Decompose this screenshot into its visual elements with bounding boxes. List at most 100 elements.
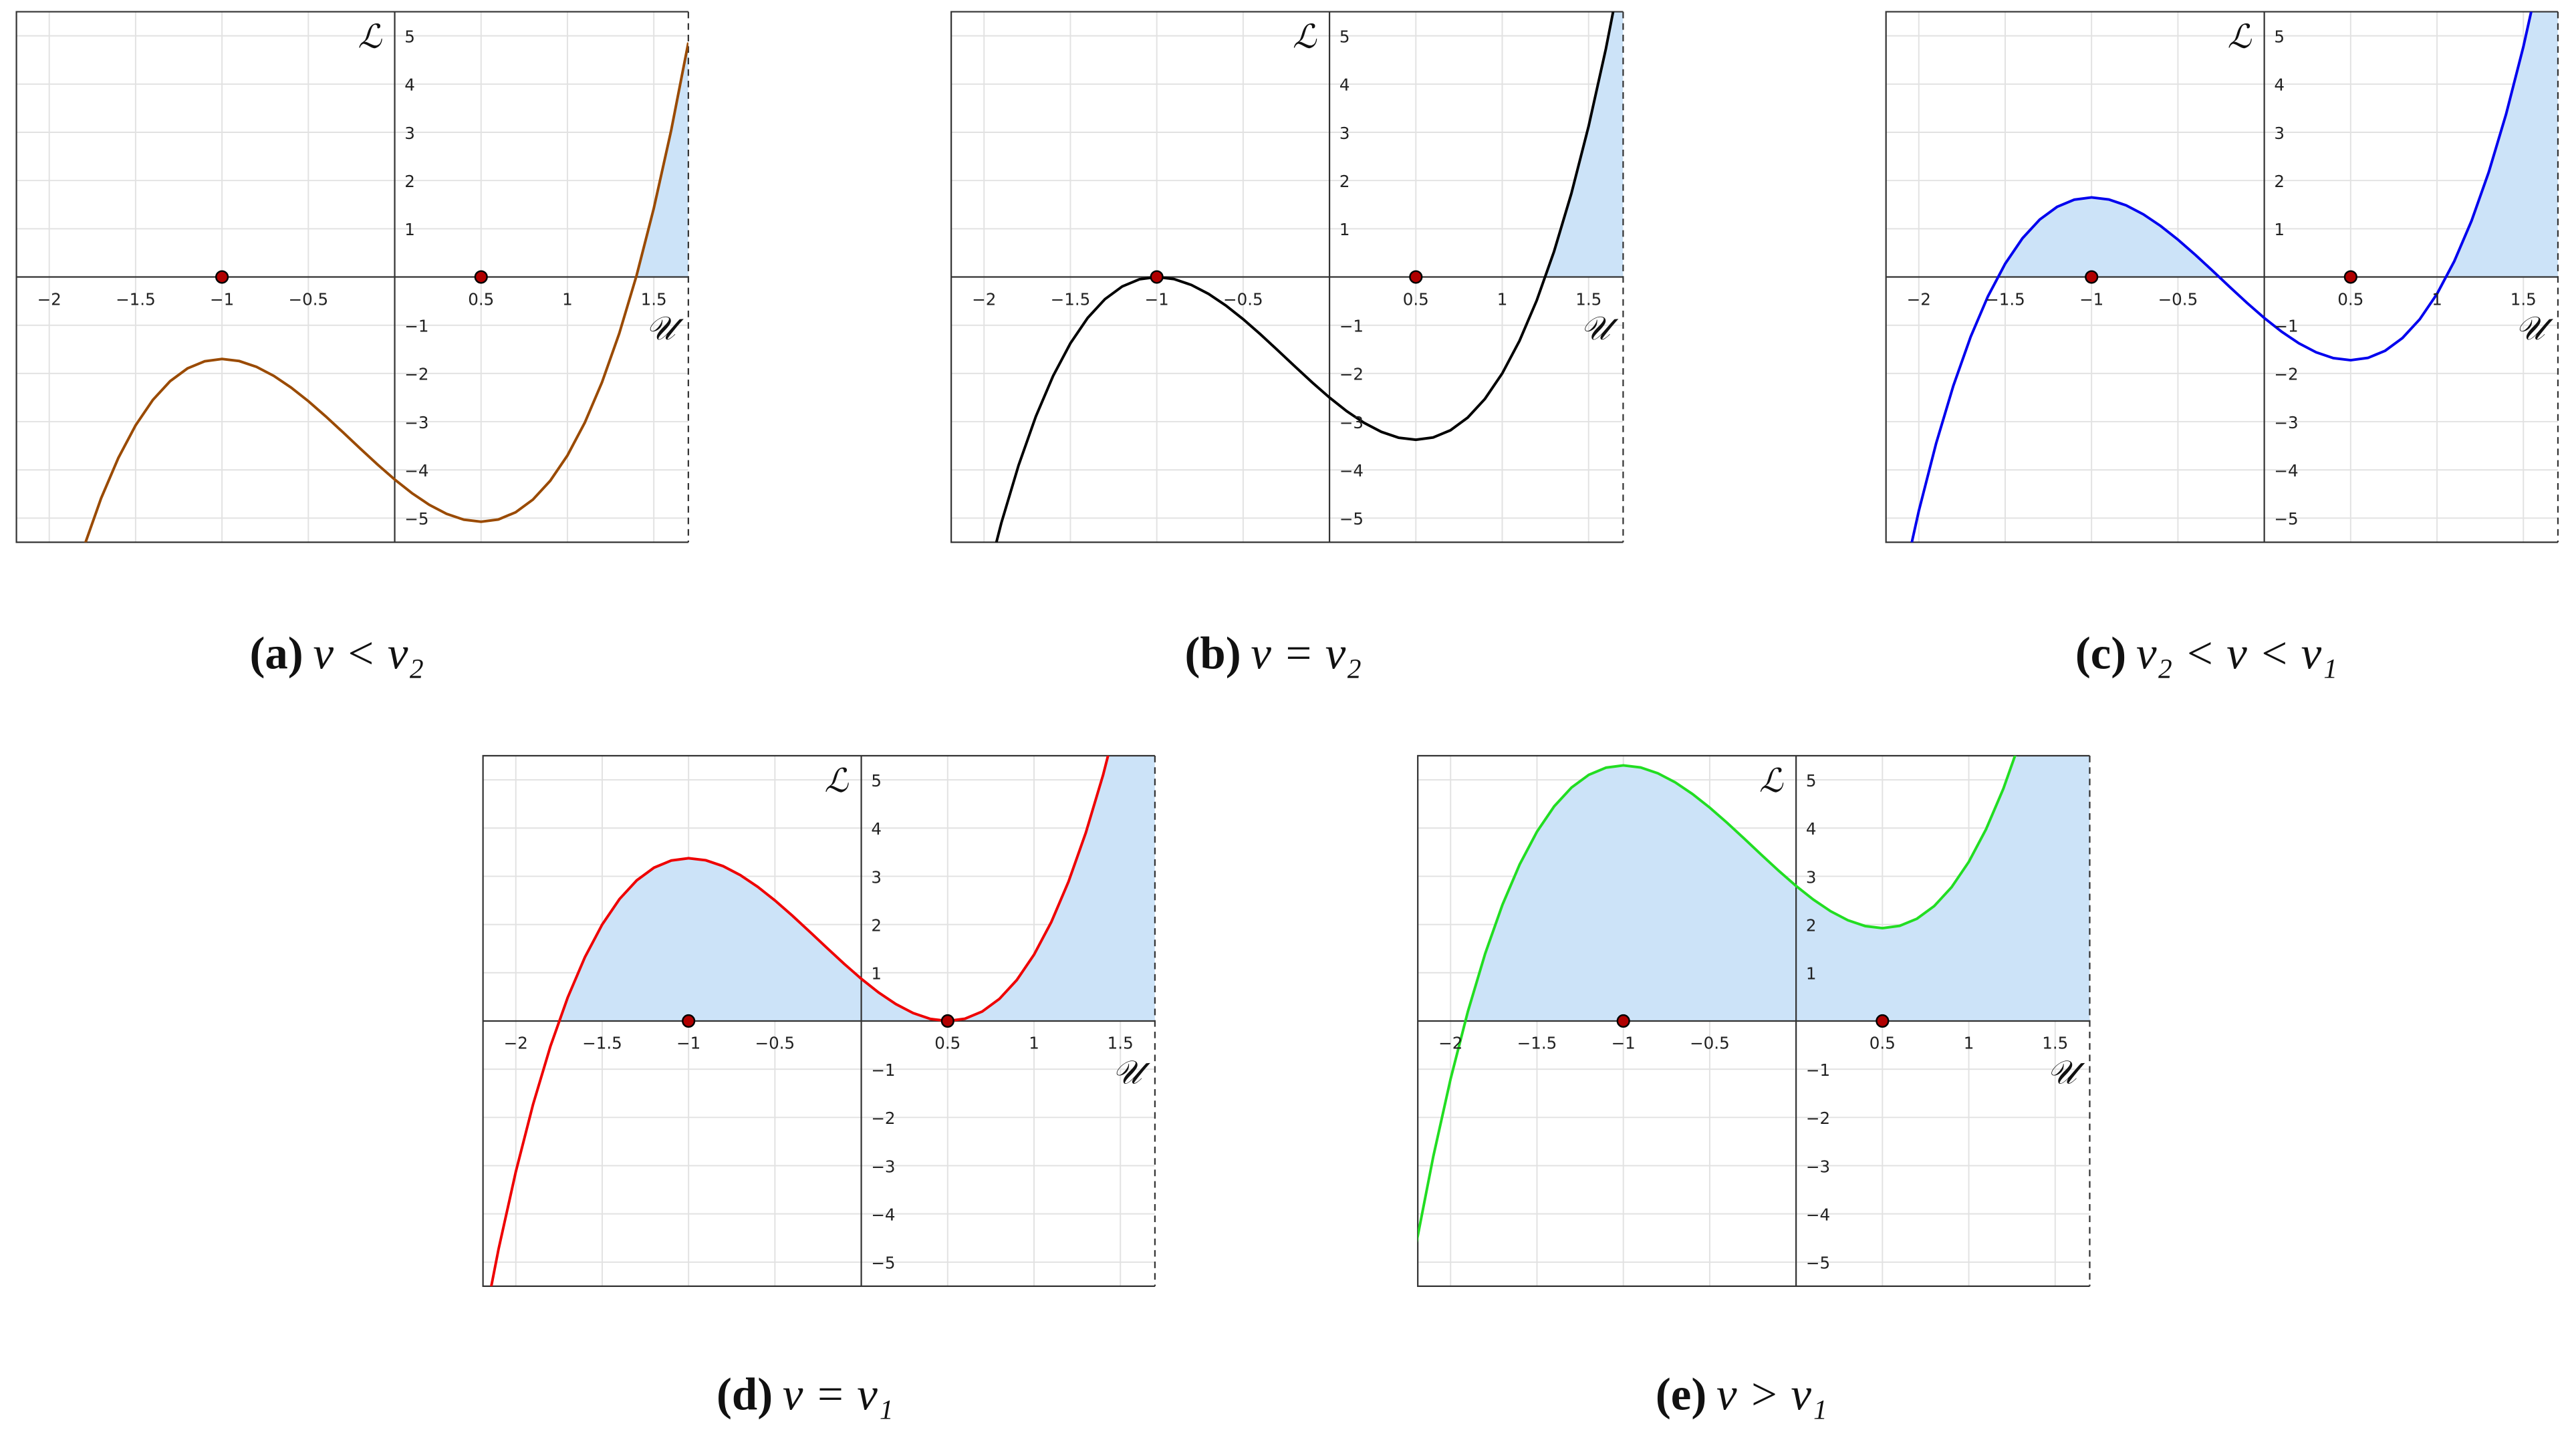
caption-text: v > v₁	[1716, 1368, 1827, 1419]
area-clip	[1886, 11, 2558, 277]
area-clip	[1418, 756, 2090, 1021]
y-tick-label: −2	[2274, 365, 2298, 384]
caption-label: (d)	[717, 1368, 773, 1419]
y-tick-label: −5	[1806, 1254, 1830, 1273]
area	[483, 756, 1155, 1021]
x-tick-label: −1	[1145, 289, 1169, 309]
area	[1886, 11, 2558, 277]
x-axis-label: 𝒰	[2515, 309, 2553, 347]
area-group	[483, 756, 1155, 1021]
y-tick-label: 2	[1806, 915, 1817, 935]
y-tick-label: −1	[1806, 1060, 1830, 1080]
area-group	[1418, 756, 2090, 1021]
x-axis-label: 𝒰	[1581, 309, 1619, 347]
y-tick-label: 1	[1806, 964, 1817, 984]
x-tick-label: −1.5	[582, 1034, 622, 1053]
y-axis-label: ℒ	[1759, 761, 1784, 800]
y-tick-label: −4	[1806, 1205, 1830, 1224]
x-tick-label: 0.5	[1870, 1034, 1896, 1053]
x-tick-label: 0.5	[468, 289, 494, 309]
y-tick-label: 5	[2274, 27, 2285, 46]
curve	[1418, 756, 2017, 1243]
x-tick-label: −1	[2079, 289, 2103, 309]
critical-point	[474, 270, 488, 284]
y-axis-label: ℒ	[2228, 17, 2252, 56]
panel: −2 −1.5 −1 −0.5 0.5 1 1.5 −5 −4 −3 −2 −1 1 2 3 4 5 ℒ 𝒰 (d) v…	[482, 754, 1156, 1419]
area-group	[1886, 11, 2558, 277]
caption-label: (e)	[1656, 1368, 1706, 1419]
y-tick-label: −3	[1806, 1157, 1830, 1176]
y-tick-label: −1	[1339, 317, 1364, 336]
x-tick-label: 1	[1029, 1034, 1039, 1053]
x-tick-label: −0.5	[755, 1034, 795, 1053]
curve	[84, 42, 688, 543]
panel: −2 −1.5 −1 −0.5 0.5 1 1.5 −5 −4 −3 −2 −1 1 2 3 4 5 ℒ 𝒰 (b) v…	[950, 11, 1624, 679]
y-tick-label: −4	[2274, 461, 2298, 480]
x-tick-label: 1.5	[1108, 1034, 1134, 1053]
caption-text: v < v₂	[313, 628, 424, 679]
x-tick-label: −1	[676, 1034, 700, 1053]
x-tick-label: 0.5	[2337, 289, 2363, 309]
y-tick-label: −4	[871, 1205, 895, 1224]
y-axis-label: ℒ	[358, 17, 382, 56]
curve	[995, 11, 1615, 543]
x-tick-label: −0.5	[1690, 1034, 1730, 1053]
x-axis-label: 𝒰	[2047, 1052, 2085, 1091]
y-tick-label: 3	[2274, 124, 2285, 143]
critical-point	[215, 270, 229, 284]
y-tick-label: 4	[871, 819, 882, 839]
y-tick-label: 3	[1806, 867, 1817, 887]
y-tick-label: −1	[404, 317, 428, 336]
x-tick-label: 1	[562, 289, 573, 309]
x-tick-label: −2	[37, 289, 61, 309]
y-tick-label: −4	[404, 461, 428, 480]
x-axis-label: 𝒰	[646, 309, 684, 347]
y-tick-label: −1	[2274, 317, 2298, 336]
y-tick-label: 1	[2274, 220, 2285, 239]
y-tick-label: 1	[871, 964, 882, 984]
y-tick-label: −5	[1339, 509, 1364, 529]
y-tick-label: −3	[1339, 413, 1364, 432]
panel: −2 −1.5 −1 −0.5 0.5 1 1.5 −5 −4 −3 −2 −1 1 2 3 4 5 ℒ 𝒰 (a) v…	[15, 11, 689, 679]
x-tick-label: −2	[1907, 289, 1931, 309]
x-tick-label: −1.5	[1517, 1034, 1557, 1053]
y-tick-label: 2	[871, 915, 882, 935]
y-tick-label: 3	[871, 867, 882, 887]
panel: −2 −1.5 −1 −0.5 0.5 1 1.5 −5 −4 −3 −2 −1 1 2 3 4 5 ℒ 𝒰 (e) v…	[1417, 754, 2091, 1419]
x-tick-label: 0.5	[934, 1034, 960, 1053]
frame	[950, 11, 1624, 543]
x-tick-label: −1.5	[1985, 289, 2025, 309]
x-tick-label: 0.5	[1403, 289, 1429, 309]
y-tick-label: 5	[871, 771, 882, 790]
y-tick-label: 2	[404, 172, 415, 191]
caption: (b) v = v₂	[1185, 628, 1362, 679]
critical-point	[1409, 270, 1423, 284]
critical-point	[682, 1014, 696, 1028]
panel: −2 −1.5 −1 −0.5 0.5 1 1.5 −5 −4 −3 −2 −1 1 2 3 4 5 ℒ 𝒰 (c) v…	[1885, 11, 2559, 679]
y-tick-label: 1	[404, 220, 415, 239]
y-tick-label: 4	[1339, 76, 1350, 95]
critical-point	[2085, 270, 2099, 284]
x-tick-label: −0.5	[2158, 289, 2198, 309]
y-axis-label: ℒ	[1293, 17, 1317, 56]
area-clip	[951, 11, 1624, 277]
critical-point	[2343, 270, 2357, 284]
x-axis-label: 𝒰	[1112, 1052, 1150, 1091]
y-tick-label: −3	[404, 413, 428, 432]
y-tick-label: 4	[404, 76, 415, 95]
y-tick-label: −2	[1806, 1109, 1830, 1128]
x-tick-label: −2	[504, 1034, 528, 1053]
caption-label: (b)	[1185, 628, 1241, 679]
frame	[482, 754, 1155, 1288]
x-tick-label: 1.5	[1575, 289, 1601, 309]
y-axis-label: ℒ	[825, 761, 850, 800]
x-tick-label: 1.5	[2042, 1034, 2068, 1053]
curve-group	[84, 42, 688, 543]
x-tick-label: −1.5	[116, 289, 156, 309]
y-tick-label: −5	[404, 509, 428, 529]
y-tick-label: 1	[1339, 220, 1350, 239]
curve-group	[995, 11, 1615, 543]
x-tick-label: −0.5	[1223, 289, 1263, 309]
caption: (e) v > v₁	[1656, 1368, 1827, 1419]
